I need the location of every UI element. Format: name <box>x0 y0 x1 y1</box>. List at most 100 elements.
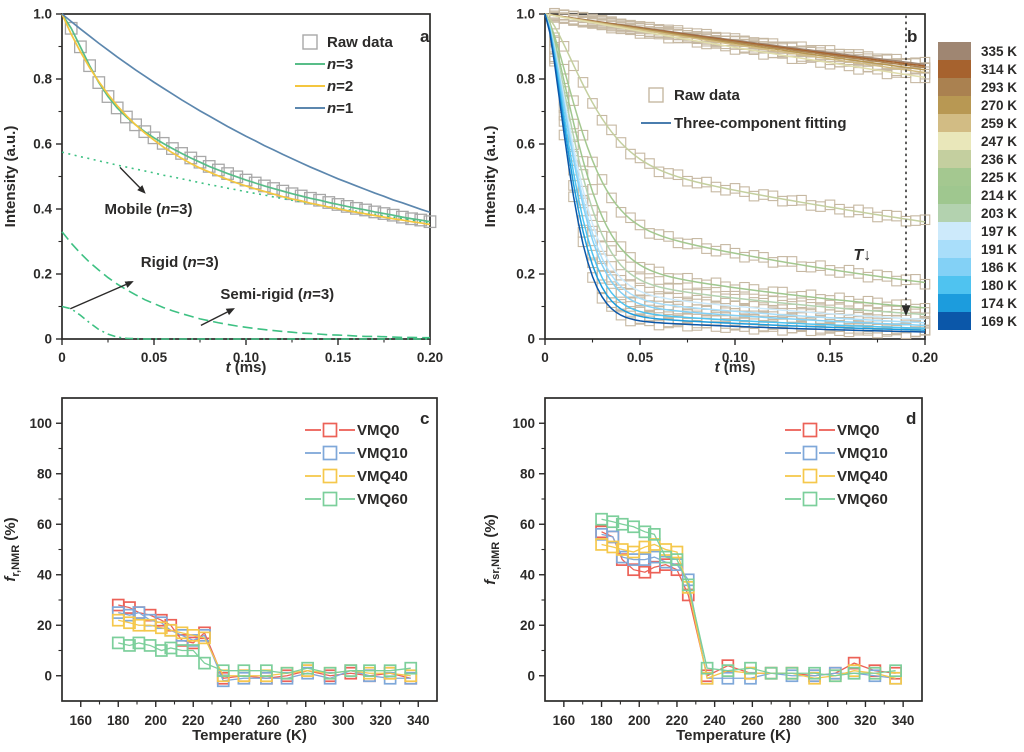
svg-text:180: 180 <box>590 713 613 728</box>
colorbar-entry: 191 K <box>938 240 1017 258</box>
temperature-colorbar: 335 K 314 K 293 K 270 K 259 K 247 K 236 K 225 K… <box>938 42 1017 330</box>
svg-text:240: 240 <box>703 713 726 728</box>
panel-c-rigid-fraction-chart: 160 180 200 220 240 260 280 300 320 340 0 20 40 60 80 1… <box>2 397 438 744</box>
x-axis-label-c: Temperature (K) <box>192 727 307 744</box>
fit-259K-line <box>544 13 926 74</box>
axes-b: 0 0.05 0.10 0.15 0.20 0 0.2 0.4 0.6 0.8 1.0 <box>516 7 938 365</box>
svg-text:0.8: 0.8 <box>516 72 535 87</box>
colorbar-label: 293 K <box>981 79 1018 95</box>
svg-text:160: 160 <box>69 713 92 728</box>
colorbar-label: 169 K <box>981 313 1018 329</box>
svg-text:VMQ60: VMQ60 <box>837 491 888 508</box>
legend-a: Raw data n=3 n=2 n=1 <box>295 34 394 117</box>
colorbar-label: 180 K <box>981 277 1018 293</box>
svg-text:260: 260 <box>741 713 764 728</box>
svg-text:VMQ10: VMQ10 <box>357 445 408 462</box>
fit-180K-line <box>544 13 926 330</box>
svg-text:0.05: 0.05 <box>627 350 654 365</box>
panel-letter-a: a <box>420 27 430 46</box>
svg-text:0.8: 0.8 <box>33 72 52 87</box>
colorbar-entry: 214 K <box>938 186 1017 204</box>
semi-rigid-component-line <box>61 231 430 339</box>
VMQ10-line <box>601 533 896 679</box>
svg-text:VMQ40: VMQ40 <box>837 468 888 485</box>
svg-text:n=1: n=1 <box>327 100 353 117</box>
svg-text:0.05: 0.05 <box>141 350 168 365</box>
colorbar-swatch-259K <box>938 114 971 132</box>
svg-text:0.2: 0.2 <box>33 267 52 282</box>
fit-169K-line <box>544 13 926 333</box>
svg-text:100: 100 <box>29 416 52 431</box>
colorbar-entry: 293 K <box>938 78 1017 96</box>
colorbar-entry: 169 K <box>938 312 1017 330</box>
colorbar-swatch-174K <box>938 294 971 312</box>
svg-text:60: 60 <box>37 517 52 532</box>
colorbar-swatch-180K <box>938 276 971 294</box>
colorbar-label: 236 K <box>981 151 1018 167</box>
svg-text:280: 280 <box>779 713 802 728</box>
mobile-component-line <box>61 151 431 224</box>
colorbar-swatch-169K <box>938 312 971 330</box>
svg-text:VMQ10: VMQ10 <box>837 445 888 462</box>
raw-markers-247K <box>549 10 931 84</box>
colorbar-entry: 225 K <box>938 168 1017 186</box>
colorbar-swatch-203K <box>938 204 971 222</box>
colorbar-entry: 259 K <box>938 114 1017 132</box>
svg-text:Raw data: Raw data <box>674 87 741 104</box>
svg-text:0: 0 <box>44 668 52 683</box>
svg-text:0.15: 0.15 <box>817 350 844 365</box>
svg-text:60: 60 <box>520 517 535 532</box>
fit-n3-line <box>61 13 431 223</box>
svg-text:VMQ40: VMQ40 <box>357 468 408 485</box>
panel-letter-d: d <box>906 409 916 428</box>
svg-text:0.6: 0.6 <box>33 137 52 152</box>
colorbar-entry: 247 K <box>938 132 1017 150</box>
fit-174K-line <box>544 13 926 331</box>
colorbar-entry: 186 K <box>938 258 1017 276</box>
fit-236K-line <box>544 13 926 223</box>
svg-text:300: 300 <box>816 713 839 728</box>
colorbar-swatch-247K <box>938 132 971 150</box>
colorbar-swatch-225K <box>938 168 971 186</box>
y-axis-label-a: Intensity (a.u.) <box>2 126 19 228</box>
svg-text:Raw data: Raw data <box>327 34 394 51</box>
svg-text:0.20: 0.20 <box>417 350 443 365</box>
svg-text:n=3: n=3 <box>327 56 353 73</box>
colorbar-swatch-236K <box>938 150 971 168</box>
svg-text:Semi-rigid (n=3): Semi-rigid (n=3) <box>220 286 334 303</box>
svg-text:260: 260 <box>257 713 280 728</box>
svg-text:VMQ0: VMQ0 <box>837 422 880 439</box>
colorbar-entry: 180 K <box>938 276 1017 294</box>
y-axis-label-d: fsr,NMR (%) <box>482 514 502 584</box>
panel-d-semirigid-fraction-chart: 160 180 200 220 240 260 280 300 320 340 0 20 40 60 80 1… <box>482 397 923 744</box>
panel-a-decay-chart: 0 0.05 0.10 0.15 0.20 0 0.2 0.4 0.6 0.8 1.0 t (ms) I… <box>2 7 443 376</box>
colorbar-label: 247 K <box>981 133 1018 149</box>
colorbar-entry: 174 K <box>938 294 1017 312</box>
svg-text:320: 320 <box>369 713 392 728</box>
annotations-a: Mobile (n=3) Rigid (n=3)Semi-rigid (n=3) <box>70 166 334 326</box>
colorbar-swatch-186K <box>938 258 971 276</box>
colorbar-entry: 236 K <box>938 150 1017 168</box>
fit-n1-line <box>61 13 431 214</box>
svg-text:40: 40 <box>37 567 52 582</box>
svg-text:220: 220 <box>182 713 205 728</box>
VMQ60-line <box>601 518 896 677</box>
svg-text:Three-component fitting: Three-component fitting <box>674 115 847 132</box>
VMQ60-markers <box>111 636 418 680</box>
fit-203K-line <box>544 13 926 316</box>
fit-197K-line <box>544 13 926 321</box>
VMQ60-markers <box>595 512 902 683</box>
svg-text:0.4: 0.4 <box>33 202 52 217</box>
colorbar-entry: 314 K <box>938 60 1017 78</box>
fit-225K-line <box>544 13 926 284</box>
colorbar-label: 314 K <box>981 61 1018 77</box>
svg-text:200: 200 <box>628 713 651 728</box>
svg-text:0: 0 <box>541 350 549 365</box>
svg-text:0.6: 0.6 <box>516 137 535 152</box>
colorbar-swatch-314K <box>938 60 971 78</box>
svg-text:n=2: n=2 <box>327 78 353 95</box>
svg-text:240: 240 <box>219 713 242 728</box>
colorbar-label: 186 K <box>981 259 1018 275</box>
legend-b: Raw data Three-component fitting <box>641 87 847 132</box>
